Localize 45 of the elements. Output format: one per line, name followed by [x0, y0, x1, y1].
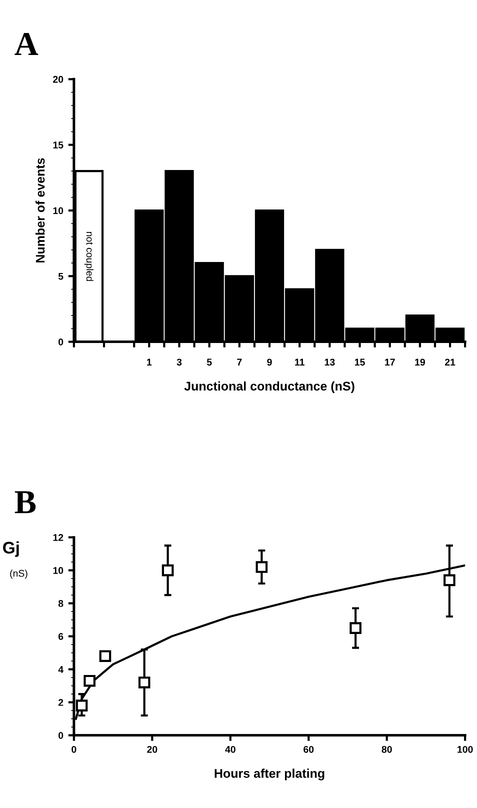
x-tick-label: 11	[295, 358, 304, 366]
x-tick-label: 60	[304, 746, 314, 753]
point	[76, 700, 88, 712]
x-tick-label: 7	[237, 358, 242, 366]
point	[84, 674, 96, 687]
y-tick-label: 4	[58, 666, 64, 673]
point	[99, 650, 112, 662]
y-tick-label: 12	[53, 534, 64, 541]
x-tick-label: 100	[458, 746, 473, 753]
text: (nS)	[10, 570, 28, 579]
x-tick-label: 19	[415, 358, 425, 366]
y-axis-title: Number of events	[36, 158, 45, 262]
x-axis-title: Junctional conductance (nS)	[184, 381, 354, 394]
x-axis-title: Hours after plating	[214, 768, 324, 780]
y-axis-title: Gj	[3, 541, 19, 557]
x-tick-label: 1	[147, 358, 152, 366]
chart-title: A	[14, 32, 38, 55]
x-tick-label: 15	[354, 358, 365, 366]
x-tick-label: 9	[267, 358, 272, 366]
x-tick-label: 80	[382, 746, 392, 753]
x-tick-label: 20	[147, 746, 158, 753]
point	[444, 574, 456, 586]
y-tick-label: 5	[58, 272, 64, 280]
y-tick-label: 8	[58, 600, 64, 607]
x-tick-label: 40	[225, 746, 236, 753]
y-tick-label: 6	[58, 633, 64, 640]
y-tick-label: 10	[53, 207, 64, 214]
point	[162, 564, 174, 576]
point	[256, 561, 268, 573]
point	[138, 676, 150, 688]
point	[350, 622, 362, 634]
x-tick-label: 13	[324, 358, 335, 366]
y-tick-label: 0	[58, 732, 64, 739]
y-tick-label: 2	[58, 699, 64, 706]
y-tick-label: 0	[58, 338, 64, 346]
x-tick-label: 17	[385, 358, 395, 366]
x-tick-label: 3	[176, 358, 182, 366]
x-tick-label: 0	[72, 746, 76, 753]
chart-title: B	[14, 491, 36, 514]
x-tick-label: 21	[444, 358, 456, 366]
x-tick-label: not coupled	[84, 232, 94, 281]
x-tick-label: 5	[206, 358, 212, 366]
y-tick-label: 15	[53, 142, 64, 148]
y-tick-label: 10	[53, 567, 64, 574]
y-tick-label: 20	[53, 76, 64, 83]
